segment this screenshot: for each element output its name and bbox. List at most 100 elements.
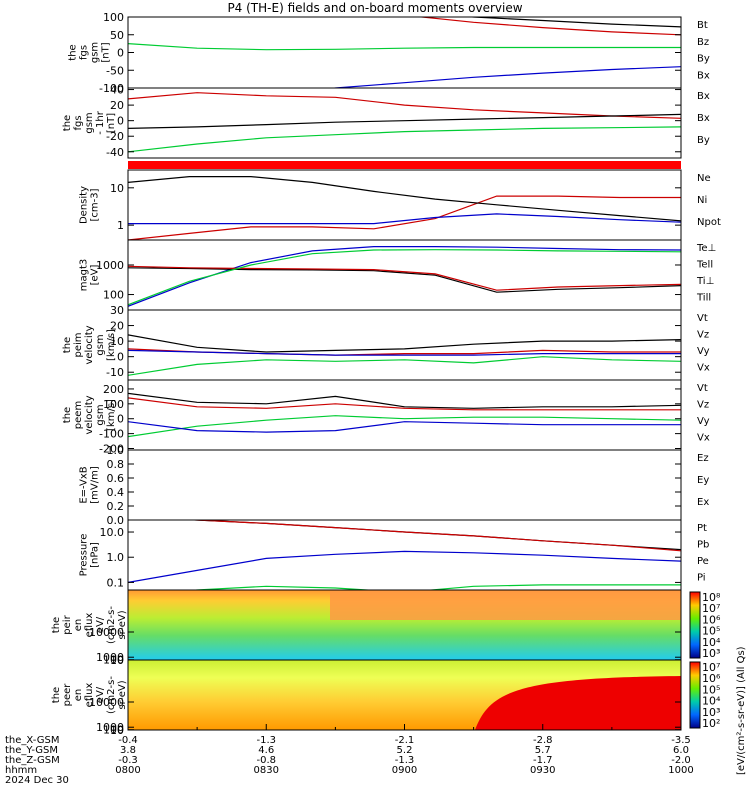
ephemeris-label: hhmm <box>5 765 37 776</box>
series-density-2 <box>128 213 681 225</box>
legend-item: Bt <box>697 20 708 31</box>
y-tick-label: 100 <box>103 11 124 24</box>
legend-item: Pt <box>697 523 707 534</box>
ephemeris-value: -1.7 <box>533 755 553 766</box>
ephemeris-value: -3.5 <box>671 735 691 746</box>
y-axis-label-line: - 1hr <box>95 110 106 134</box>
y-tick-label: 100 <box>103 398 124 411</box>
y-axis-label-line: sr-eV) <box>117 610 128 639</box>
legend-item: Pi <box>697 573 706 584</box>
legend-item: Vz <box>697 330 709 341</box>
colorbar-tick-label: 10⁶ <box>702 613 721 626</box>
colorbar-tick-label: 10⁵ <box>702 683 720 696</box>
legend-item: Bz <box>697 37 709 48</box>
panel-density: 10 1 Density [cm-3] Ne Ni Npot <box>79 169 721 241</box>
legend-item: Vz <box>697 400 709 411</box>
y-tick-label: 0.0 <box>107 514 125 527</box>
y-tick-label: 10 <box>110 182 124 195</box>
y-axis-label-line: [cm-3] <box>90 188 101 221</box>
series-fgs_gsm-1 <box>416 17 681 36</box>
series-peem_velocity-3 <box>128 421 681 433</box>
y-tick-label: 10 <box>110 724 124 737</box>
y-axis-label: Pressure [nPa] <box>79 534 101 577</box>
series-temperature-3 <box>128 249 681 306</box>
y-axis-label: the peer en eflux eV/(cm2-s-sr-eV) <box>51 676 128 714</box>
series-temperature-1 <box>128 267 681 293</box>
y-axis-label-line: the <box>51 617 62 633</box>
y-tick-label: 1000 <box>96 721 124 734</box>
y-tick-label: 200 <box>103 383 124 396</box>
y-tick-label: 1000 <box>96 651 124 664</box>
y-tick-label: 0 <box>117 351 124 364</box>
legend-item: Ti⊥ <box>696 276 714 287</box>
ephemeris-value: 0800 <box>115 765 140 776</box>
legend-item: Vx <box>697 433 710 444</box>
y-tick-label: 0.6 <box>107 472 125 485</box>
y-axis-label: Density [cm-3] <box>79 186 101 224</box>
series-temperature-2 <box>128 265 681 291</box>
legend-item: Bx <box>697 91 710 102</box>
ephemeris-value: -2.8 <box>533 735 553 746</box>
legend-item: Npot <box>697 217 721 228</box>
y-axis-label: the peim velocity gsm [km/s] <box>62 325 117 364</box>
y-axis-label-line: Density <box>79 186 90 224</box>
y-axis-label-line: Pressure <box>79 534 90 577</box>
colorbar-tick-label: 10⁵ <box>702 625 720 638</box>
series-peem_velocity-0 <box>128 392 681 409</box>
legend-item: Vx <box>697 363 710 374</box>
panel-pressure: 10.0 1.0 0.1 Pressure [nPa] Pt Pb Pe Pi <box>79 519 709 591</box>
y-axis-label-line: the <box>62 407 73 423</box>
y-tick-label: 0 <box>117 47 124 60</box>
y-axis-label-line: eflux <box>84 683 95 708</box>
series-pressure-1 <box>183 520 681 552</box>
y-axis-label-line: [eV] <box>90 265 101 286</box>
panel-frame <box>127 449 682 521</box>
legend-item: Ey <box>697 475 709 486</box>
legend-item: Bx <box>697 70 710 81</box>
y-axis-label: magt3 [eV] <box>79 259 101 292</box>
y-tick-label: 50 <box>110 29 124 42</box>
y-tick-label: 10000 <box>89 696 124 709</box>
ephemeris-value: -2.0 <box>671 755 691 766</box>
y-tick-label: 10 <box>110 335 124 348</box>
y-tick-label: -10 <box>106 366 124 379</box>
legend-item: Pb <box>697 540 709 551</box>
colorbar-tick-label: 10⁷ <box>702 602 720 615</box>
y-axis-label-line: gsm <box>95 334 106 355</box>
colorbar-tick-label: 10⁷ <box>702 661 720 674</box>
ephemeris-value: -0.3 <box>118 755 138 766</box>
y-axis-label-line: peir <box>62 614 73 634</box>
ephemeris-label: the_Y-GSM <box>5 745 58 756</box>
y-tick-label: 0 <box>117 413 124 426</box>
y-axis-label-line: the <box>62 115 73 131</box>
legend-item: Ne <box>697 173 711 184</box>
y-tick-label: 0.1 <box>107 576 125 589</box>
series-peem_velocity-2 <box>128 415 681 438</box>
y-tick-label: 0.8 <box>107 458 125 471</box>
y-axis-label-line: the <box>51 687 62 703</box>
colorbar-tick-label: 10³ <box>702 706 720 719</box>
y-tick-label: 1 <box>117 219 124 232</box>
y-axis-label-line: the <box>62 337 73 353</box>
ephemeris-value: 5.7 <box>535 745 551 756</box>
y-axis-label: the peir en eflux eV/(cm2-s-sr-eV) <box>51 606 128 644</box>
spectrogram-band <box>475 676 681 730</box>
y-axis-label: the fgs gsm [nT] <box>68 42 112 63</box>
series-density-1 <box>128 176 681 222</box>
colorbar <box>689 591 701 659</box>
ephemeris-value: 3.8 <box>120 745 136 756</box>
colorbar-label: [eV/(cm²-s-sr-eV)] (All Qs) <box>736 646 747 775</box>
series-fgs_gsm_detrend-2 <box>128 126 681 153</box>
y-tick-label: 20 <box>110 99 124 112</box>
y-axis-label-line: E=-VxB <box>79 466 90 503</box>
y-axis-label-line: eV/ <box>95 686 106 703</box>
ephemeris-value: 6.0 <box>673 745 689 756</box>
panel-fgs_gsm_detrend: 40 20 0 -20 -40 the fgs gsm - 1hr [nT] Bx Bx By <box>62 84 710 159</box>
panel-efield: 1.00.80.60.40.20.0 E=-VxB [mV/m] Ez Ey Ex <box>79 444 710 527</box>
legend-item: Till <box>696 293 711 304</box>
y-axis-label-line: gsm <box>95 404 106 425</box>
y-axis-label-line: the <box>68 44 79 60</box>
